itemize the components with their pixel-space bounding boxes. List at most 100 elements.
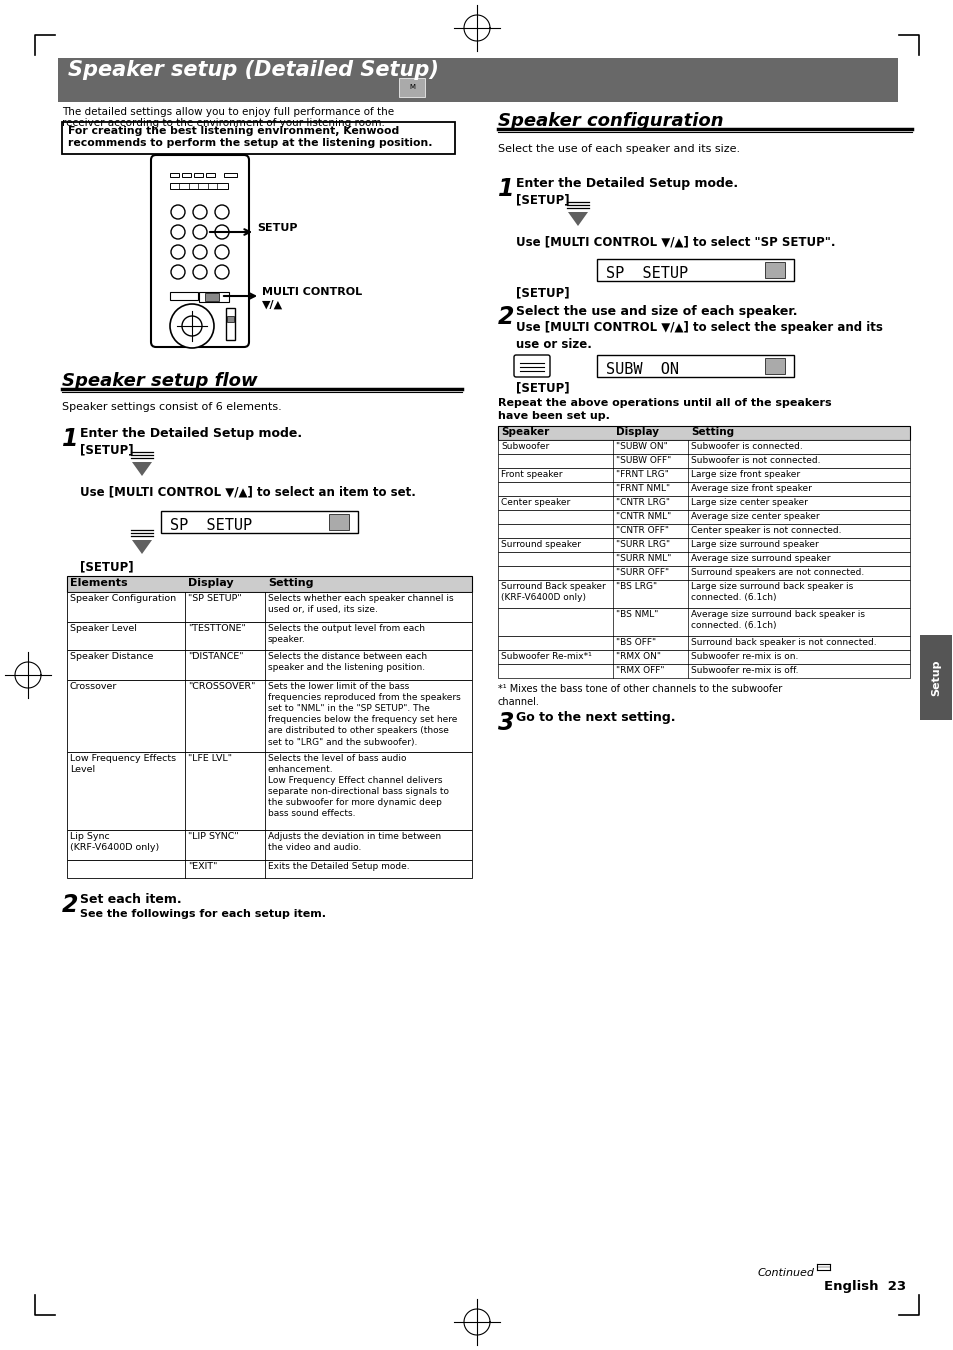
Text: 2: 2 — [497, 305, 514, 329]
Text: "FRNT LRG": "FRNT LRG" — [616, 470, 668, 479]
Text: Setup: Setup — [930, 660, 940, 697]
Text: Speaker: Speaker — [500, 427, 549, 437]
Polygon shape — [567, 212, 587, 225]
Circle shape — [214, 244, 229, 259]
Text: SP  SETUP: SP SETUP — [605, 266, 687, 281]
Text: Lip Sync
(KRF-V6400D only): Lip Sync (KRF-V6400D only) — [70, 832, 159, 852]
Text: Average size center speaker: Average size center speaker — [690, 512, 819, 521]
Bar — [497, 427, 909, 440]
Bar — [182, 173, 191, 177]
Bar — [497, 636, 909, 649]
Text: SETUP: SETUP — [256, 223, 297, 234]
Bar — [224, 173, 236, 177]
Polygon shape — [132, 462, 152, 477]
Text: [SETUP]: [SETUP] — [516, 193, 569, 207]
Text: Select the use and size of each speaker.: Select the use and size of each speaker. — [516, 305, 797, 319]
Circle shape — [171, 225, 185, 239]
Text: ▼/▲: ▼/▲ — [262, 300, 283, 310]
Text: M: M — [409, 84, 415, 90]
Text: [SETUP]: [SETUP] — [516, 381, 569, 394]
Circle shape — [193, 225, 207, 239]
Bar — [497, 580, 909, 608]
Text: Average size front speaker: Average size front speaker — [690, 485, 811, 493]
Circle shape — [170, 304, 213, 348]
Bar — [67, 752, 472, 830]
Text: "SUBW ON": "SUBW ON" — [616, 441, 667, 451]
Text: Go to the next setting.: Go to the next setting. — [516, 711, 675, 724]
Text: Subwoofer re-mix is on.: Subwoofer re-mix is on. — [690, 652, 798, 662]
Text: SUBW  ON: SUBW ON — [605, 362, 679, 377]
Text: "RMX OFF": "RMX OFF" — [616, 666, 664, 675]
Bar — [67, 622, 472, 649]
Text: MULTI CONTROL: MULTI CONTROL — [262, 288, 362, 297]
Bar — [67, 830, 472, 860]
Bar — [919, 634, 951, 720]
Text: *¹ Mixes the bass tone of other channels to the subwoofer
channel.: *¹ Mixes the bass tone of other channels… — [497, 684, 781, 707]
Text: Speaker Distance: Speaker Distance — [70, 652, 153, 662]
Text: Large size front speaker: Large size front speaker — [690, 470, 800, 479]
Text: Low Frequency Effects
Level: Low Frequency Effects Level — [70, 755, 176, 774]
Text: "CNTR LRG": "CNTR LRG" — [616, 498, 669, 508]
Text: [SETUP]: [SETUP] — [516, 286, 569, 298]
Bar — [497, 552, 909, 566]
Text: Sets the lower limit of the bass
frequencies reproduced from the speakers
set to: Sets the lower limit of the bass frequen… — [268, 682, 460, 747]
Text: Center speaker: Center speaker — [500, 498, 570, 508]
Text: "TESTTONE": "TESTTONE" — [188, 624, 246, 633]
Text: "DISTANCE": "DISTANCE" — [188, 652, 243, 662]
Text: Speaker settings consist of 6 elements.: Speaker settings consist of 6 elements. — [62, 402, 281, 412]
Text: Speaker setup (Detailed Setup): Speaker setup (Detailed Setup) — [68, 59, 438, 80]
Circle shape — [171, 205, 185, 219]
Text: Selects the distance between each
speaker and the listening position.: Selects the distance between each speake… — [268, 652, 427, 672]
Text: Selects whether each speaker channel is
used or, if used, its size.: Selects whether each speaker channel is … — [268, 594, 453, 614]
Text: Select the use of each speaker and its size.: Select the use of each speaker and its s… — [497, 144, 740, 154]
Text: Speaker setup flow: Speaker setup flow — [62, 373, 257, 390]
Text: "CROSSOVER": "CROSSOVER" — [188, 682, 255, 691]
Text: [SETUP]: [SETUP] — [80, 560, 133, 572]
Circle shape — [214, 205, 229, 219]
Text: See the followings for each setup item.: See the followings for each setup item. — [80, 909, 326, 919]
Bar — [170, 173, 179, 177]
Text: Setting: Setting — [690, 427, 734, 437]
Text: Set each item.: Set each item. — [80, 892, 181, 906]
Text: 1: 1 — [62, 427, 78, 451]
Circle shape — [214, 225, 229, 239]
Bar — [497, 649, 909, 664]
Bar — [227, 316, 233, 323]
Text: Subwoofer: Subwoofer — [500, 441, 549, 451]
Bar — [67, 576, 472, 593]
Text: 3: 3 — [497, 711, 514, 734]
Text: "BS LRG": "BS LRG" — [616, 582, 657, 591]
Bar — [205, 293, 219, 301]
Text: Subwoofer Re-mix*¹: Subwoofer Re-mix*¹ — [500, 652, 591, 662]
Text: Large size surround speaker: Large size surround speaker — [690, 540, 818, 549]
Text: "SURR NML": "SURR NML" — [616, 554, 671, 563]
Bar — [67, 593, 472, 622]
Text: Adjusts the deviation in time between
the video and audio.: Adjusts the deviation in time between th… — [268, 832, 440, 852]
Text: Large size surround back speaker is
connected. (6.1ch): Large size surround back speaker is conn… — [690, 582, 852, 602]
Text: Setting: Setting — [268, 578, 314, 589]
FancyBboxPatch shape — [597, 355, 793, 377]
Bar — [497, 495, 909, 510]
Text: Speaker Level: Speaker Level — [70, 624, 136, 633]
Text: Surround speakers are not connected.: Surround speakers are not connected. — [690, 568, 863, 576]
Text: 1: 1 — [497, 177, 514, 201]
Text: Continued: Continued — [758, 1268, 814, 1278]
Text: Average size surround speaker: Average size surround speaker — [690, 554, 830, 563]
Bar — [67, 860, 472, 878]
Bar — [170, 292, 198, 300]
Text: receiver according to the environment of your listening room.: receiver according to the environment of… — [62, 117, 384, 128]
Text: [SETUP]: [SETUP] — [80, 443, 133, 456]
Text: Surround speaker: Surround speaker — [500, 540, 580, 549]
Text: The detailed settings allow you to enjoy full performance of the: The detailed settings allow you to enjoy… — [62, 107, 394, 117]
Text: "FRNT NML": "FRNT NML" — [616, 485, 669, 493]
Text: Selects the level of bass audio
enhancement.
Low Frequency Effect channel delive: Selects the level of bass audio enhancem… — [268, 755, 449, 818]
Bar — [764, 358, 784, 374]
Text: Elements: Elements — [70, 578, 128, 589]
Text: "LFE LVL": "LFE LVL" — [188, 755, 232, 763]
Text: Crossover: Crossover — [70, 682, 117, 691]
FancyBboxPatch shape — [398, 78, 424, 97]
Text: "EXIT": "EXIT" — [188, 863, 217, 871]
Text: Large size center speaker: Large size center speaker — [690, 498, 807, 508]
Bar — [497, 539, 909, 552]
Text: "SP SETUP": "SP SETUP" — [188, 594, 241, 603]
